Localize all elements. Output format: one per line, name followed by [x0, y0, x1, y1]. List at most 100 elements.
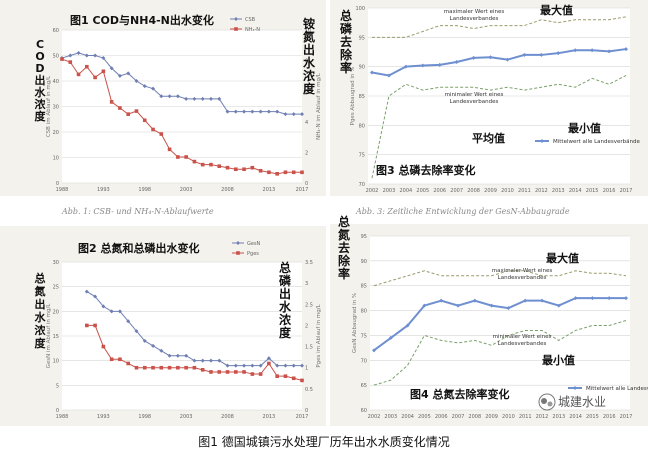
data-point: [522, 52, 527, 57]
data-point: [134, 79, 139, 83]
data-point: [488, 55, 493, 60]
figure-caption: 图1 德国城镇污水处理厂历年出水水质变化情况: [198, 435, 450, 449]
x-tick-label: 2013: [263, 414, 276, 420]
left-axis-title-char: 总: [340, 8, 352, 23]
data-point: [250, 165, 255, 170]
left-axis-title-char: 水: [35, 85, 47, 99]
data-point: [225, 370, 230, 374]
series-markers: [84, 289, 304, 368]
x-tick-label: 2008: [221, 187, 234, 193]
data-point: [283, 170, 288, 175]
data-point: [556, 303, 561, 308]
x-tick-label: 2017: [296, 187, 309, 193]
legend-label: Mittelwert alle Landesverbände: [586, 386, 648, 392]
x-tick-label: 2012: [536, 414, 549, 420]
wechat-icon-bubble: [541, 398, 547, 404]
data-point: [68, 60, 73, 64]
legend: GesN Pges: [232, 241, 261, 257]
data-point: [142, 118, 147, 123]
data-point: [225, 165, 230, 170]
data-point: [405, 323, 410, 328]
right-axis-title-char: 度: [279, 325, 292, 340]
data-point: [126, 71, 131, 76]
legend-label: CSB: [245, 17, 256, 23]
y2-tick-label: 1: [305, 366, 308, 372]
x-tick-label: 2007: [450, 188, 463, 194]
chart-title: 图3 总磷去除率变化: [376, 163, 475, 177]
data-point: [60, 57, 64, 61]
x-tick-label: 2012: [535, 188, 548, 194]
data-point: [93, 294, 98, 299]
x-tick-label: 2013: [552, 188, 565, 194]
data-point: [258, 363, 263, 368]
data-point: [142, 338, 147, 343]
y-tick-label: 85: [361, 284, 367, 290]
data-point: [454, 59, 459, 64]
series-line-min: [371, 75, 627, 179]
right-axis-title-char: 总: [279, 260, 291, 275]
chart-title: 图1 COD与NH4-N出水变化: [70, 13, 214, 27]
data-point: [208, 358, 213, 363]
data-point: [258, 109, 263, 114]
y-tick-label: 10: [53, 359, 59, 365]
left-axis-title-char: 浓: [35, 323, 47, 337]
left-axis-title-char: 除: [338, 253, 351, 268]
left-axis-title-char: 去: [340, 34, 352, 49]
y2-tick-label: 0.5: [305, 387, 313, 393]
data-point: [233, 109, 238, 114]
data-point: [184, 96, 189, 101]
data-point: [573, 296, 578, 301]
right-axis-title-char: 出: [279, 286, 291, 301]
data-point: [242, 109, 247, 114]
left-axis-title-char: 总: [35, 271, 46, 285]
data-point: [439, 298, 444, 303]
y-axis-label: GesN Abbaugrad in %: [352, 293, 358, 353]
y2-tick-label: 6: [305, 89, 308, 95]
y-tick-label: 20: [53, 130, 59, 136]
data-point: [590, 48, 595, 53]
data-point: [300, 378, 304, 383]
data-point: [370, 70, 374, 75]
x-tick-label: 2006: [435, 414, 448, 420]
right-axis-title-char: 浓: [303, 68, 316, 83]
annotation-max-de: maximaler Wert eines: [492, 268, 553, 274]
left-axis-title-char: 率: [340, 60, 352, 75]
x-tick-label: 2008: [221, 414, 234, 420]
x-tick-label: 2010: [501, 188, 514, 194]
y-tick-label: 40: [53, 79, 59, 85]
annotation-min: 最小值: [568, 121, 601, 135]
legend: CSB NH₄-N: [230, 17, 260, 33]
data-point: [192, 159, 197, 164]
data-point: [208, 96, 213, 101]
left-axis-title: 总磷去除率: [340, 8, 353, 75]
x-tick-label: 2016: [603, 188, 616, 194]
x-tick-label: 2005: [416, 188, 429, 194]
annotation-max-de: Landesverbandes: [450, 16, 499, 22]
data-point: [275, 374, 279, 378]
x-tick-label: 2016: [603, 414, 616, 420]
left-axis-title: 总氮去除率: [338, 214, 351, 281]
data-point: [233, 370, 238, 374]
annotation-min: 最小值: [542, 353, 575, 367]
y2-tick-label: 8: [305, 59, 308, 65]
left-axis-title-char: 率: [338, 266, 350, 281]
data-point: [192, 96, 197, 101]
data-point: [93, 323, 97, 328]
data-point: [151, 365, 155, 370]
y-axis-label: CSB im Ablauf in mg/L: [46, 75, 52, 137]
y2-tick-label: 0: [305, 408, 308, 414]
data-point: [573, 48, 578, 53]
data-point: [93, 53, 98, 58]
data-point: [217, 164, 222, 168]
left-axis-title-char: 浓: [35, 97, 47, 111]
y-tick-label: 80: [361, 309, 367, 315]
data-point: [505, 57, 510, 62]
series-markers: [372, 296, 628, 353]
series-markers: [85, 323, 304, 383]
y-tick-label: 90: [361, 259, 367, 265]
x-tick-label: 1988: [56, 187, 69, 193]
data-point: [192, 365, 197, 370]
y-tick-label: 80: [359, 123, 365, 129]
right-axis-title-char: 度: [303, 81, 316, 96]
